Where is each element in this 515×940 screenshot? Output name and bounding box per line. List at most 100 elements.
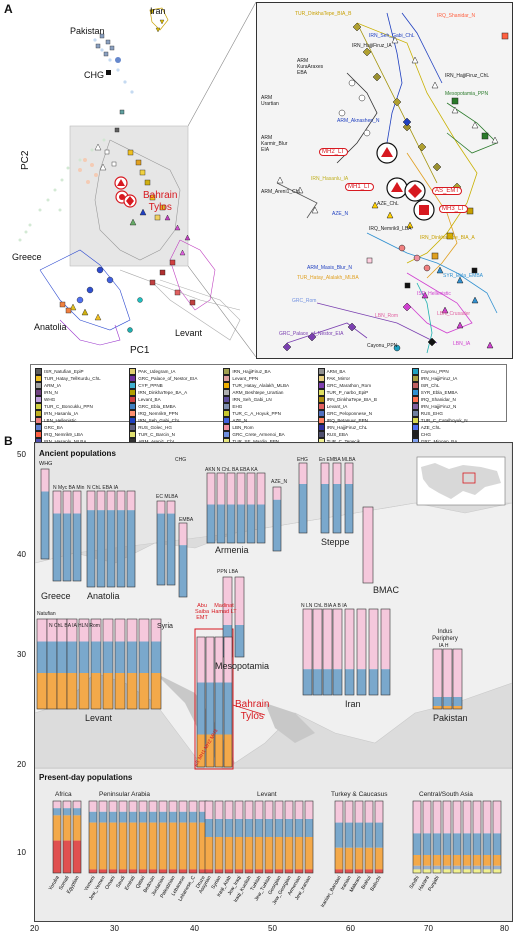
bar-segment: [67, 641, 77, 673]
bar-segment: [321, 484, 329, 533]
bar-segment: [149, 801, 157, 812]
bar-segment: [355, 847, 363, 870]
bar-segment: [375, 801, 383, 823]
bar-segment: [127, 641, 137, 673]
bar-segment: [257, 473, 265, 505]
bar-segment: [225, 869, 233, 873]
legend-item: IRQ_Nemrik9_PPN: [129, 410, 219, 417]
legend-item: IRN_DinkhaTepe_BIA_B: [317, 396, 408, 403]
bar-segment: [79, 641, 89, 673]
bar-outline: [442, 800, 452, 874]
legend-item: TUR_Hatay_TellKurdu_ChL: [35, 375, 125, 382]
bar-segment: [235, 837, 243, 870]
x-tick-20: 20: [30, 924, 39, 933]
legend-swatch: [129, 424, 137, 431]
bar-outline: [158, 800, 168, 874]
legend-label: WHG: [44, 396, 56, 402]
legend-item: GRC_BA: [35, 424, 125, 431]
bar-segment: [493, 833, 501, 855]
bar-segment: [127, 491, 135, 511]
bar-outline: [116, 490, 126, 588]
bar-outline: [244, 800, 254, 874]
bar-segment: [139, 801, 147, 812]
legend-item: LBN_Rom: [223, 424, 313, 431]
legend-swatch: [35, 389, 42, 396]
bar-segment: [433, 855, 441, 866]
legend-item: IRN_N: [35, 389, 125, 396]
bar-segment: [363, 507, 373, 583]
bar-segment: [357, 669, 366, 695]
legend-swatch: [317, 396, 325, 403]
bar-segment: [149, 869, 157, 873]
bar-segment: [369, 609, 378, 670]
bar-outline: [452, 648, 463, 710]
bar-segment: [493, 869, 501, 873]
bar-segment: [37, 673, 47, 709]
bar-segment: [247, 504, 255, 543]
legend-swatch: [35, 382, 42, 389]
bar-segment: [375, 869, 383, 873]
legend-label: ARM_IA: [44, 382, 62, 388]
legend-item: RUS_Golec_HG: [129, 424, 219, 431]
legend-label: ARM_BA: [326, 368, 346, 374]
legend-swatch: [35, 368, 42, 375]
bar-outline: [332, 462, 342, 534]
bar-outline: [344, 462, 354, 534]
bar-segment: [79, 673, 89, 709]
legend-swatch: [129, 375, 137, 382]
bar-outline: [482, 800, 492, 874]
y-tick-30: 30: [17, 650, 26, 659]
bar-segment: [206, 637, 214, 683]
bar-segment: [433, 865, 441, 870]
legend-label: LBN_Hellenistic: [44, 417, 77, 423]
bar-segment: [463, 801, 471, 834]
bar-segment: [159, 801, 167, 812]
legend-item: ARM_BA: [317, 368, 408, 375]
bar-segment: [215, 682, 223, 735]
legend-item: GRC_Marathon_Rom: [317, 382, 408, 389]
bar-outline: [150, 618, 162, 710]
bar-outline: [40, 468, 50, 560]
bar-segment: [365, 847, 373, 870]
bar-segment: [305, 869, 313, 873]
bar-outline: [204, 800, 214, 874]
bar-segment: [207, 473, 215, 505]
bar-segment: [335, 801, 343, 823]
bar-segment: [73, 801, 81, 809]
bar-outline: [90, 618, 102, 710]
bar-segment: [323, 609, 332, 670]
bar-outline: [264, 800, 274, 874]
bar-segment: [99, 822, 107, 870]
inset-label-7: IRN_HajjiFiruz_ChL: [445, 73, 490, 79]
bar-segment: [413, 855, 421, 866]
bar-segment: [365, 822, 373, 848]
bar-segment: [443, 869, 451, 873]
bar-segment: [224, 637, 232, 683]
bar-segment: [167, 501, 175, 514]
bar-outline: [322, 608, 333, 696]
inset-label-9: ARM_Aknashen_N: [337, 118, 380, 124]
bar-segment: [189, 869, 197, 873]
legend-item: RUS_EBA: [317, 431, 408, 438]
bar-segment: [205, 869, 213, 873]
region-mesopotamia: Mesopotamia: [215, 661, 270, 671]
bar-segment: [453, 649, 462, 697]
bar-segment: [53, 815, 61, 841]
bar-segment: [139, 641, 149, 673]
legend-item: IRN_Hasanlu_IA: [35, 410, 125, 417]
bar-segment: [87, 491, 95, 511]
bar-segment: [97, 491, 105, 511]
label-greece: Greece: [12, 252, 42, 262]
legend-item: Cayonu_PPN: [411, 368, 502, 375]
bar-segment: [483, 801, 491, 834]
bar-segment: [205, 819, 213, 837]
bar-segment: [127, 673, 137, 709]
bar-outline: [62, 490, 72, 582]
sublabel-anatolia: N ChL EBA IA: [87, 485, 119, 491]
bar-segment: [235, 577, 244, 625]
legend-label: IRN_HajjiFiruz_ChL: [326, 424, 368, 430]
legend-swatch: [129, 382, 137, 389]
legend-label: IRN_N: [44, 389, 58, 395]
bar-segment: [299, 463, 307, 484]
bar-segment: [333, 484, 341, 533]
